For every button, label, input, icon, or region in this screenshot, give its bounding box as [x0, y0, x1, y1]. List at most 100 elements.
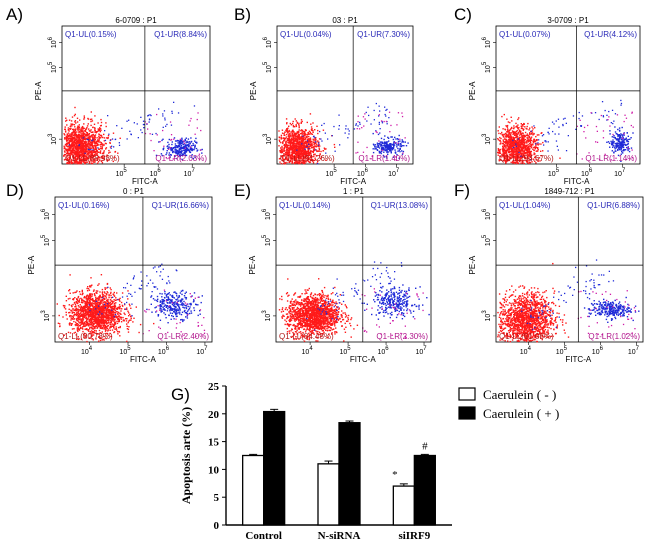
x-tick-label: 107: [196, 346, 208, 356]
x-tick-exponent: 7: [204, 346, 208, 352]
y-tick-label: 105: [263, 61, 273, 73]
quadrant-ll-label: Q1-LL(88.98%): [65, 154, 120, 163]
x-tick-exponent: 7: [423, 346, 427, 352]
y-tick-label: 103: [48, 133, 58, 145]
y-tick-label: 103: [262, 310, 272, 322]
x-tick-exponent: 6: [589, 168, 593, 174]
y-tick-group: 103: [482, 133, 492, 145]
x-tick-label: 106: [150, 168, 162, 178]
y-axis-label: PE-A: [468, 81, 477, 100]
bar: [242, 454, 265, 526]
y-tick-label: 25: [208, 381, 220, 393]
x-tick-label: 104: [81, 346, 93, 356]
y-tick-exponent: 6: [263, 36, 269, 40]
y-axis-label: PE-A: [249, 81, 258, 100]
bar: [263, 410, 286, 526]
y-axis-label-group: PE-A: [27, 255, 36, 274]
panel-label: F): [454, 181, 470, 200]
scatter-points: [56, 263, 206, 343]
y-axis-label-group: PE-A: [34, 81, 43, 100]
y-tick-group: 105: [41, 234, 51, 246]
quadrant-ul-label: Q1-UL(0.16%): [58, 201, 110, 210]
y-tick-label: 10: [208, 464, 220, 476]
x-tick-label: 104: [520, 346, 532, 356]
bar: [317, 463, 340, 526]
y-tick-group: 103: [262, 310, 272, 322]
x-axis-label: FITC-A: [130, 355, 156, 364]
x-tick-label: 106: [377, 346, 389, 356]
y-axis-label: Apoptosis arte (%): [179, 407, 193, 504]
y-axis-label: PE-A: [248, 255, 257, 274]
x-tick-label: 106: [357, 168, 369, 178]
y-tick-label: 106: [263, 36, 273, 48]
x-tick-exponent: 5: [556, 168, 560, 174]
x-tick-exponent: 4: [528, 346, 532, 352]
category-label: Control: [245, 530, 281, 542]
cytometry-panel: C) 3-0709 : P1 Q1-UL(0.07%) Q1-UR(4.12%) Q1-…: [454, 5, 641, 186]
x-tick-exponent: 6: [600, 346, 604, 352]
cytometry-panel: E) 1 : P1 Q1-UL(0.14%) Q1-UR(13.08%) Q1-LL(8…: [234, 181, 432, 364]
quadrant-ul-label: Q1-UL(1.04%): [499, 201, 551, 210]
quadrant-ur-label: Q1-UR(8.84%): [154, 30, 207, 39]
x-tick-label: 107: [184, 168, 196, 178]
y-axis-label-group: PE-A: [468, 255, 477, 274]
plot-frame: [54, 196, 213, 343]
x-tick-exponent: 5: [333, 168, 337, 174]
bar: [338, 422, 361, 526]
y-axis-label-group: Apoptosis arte (%): [179, 407, 193, 504]
y-tick-label: 106: [262, 208, 272, 220]
quadrant-lr-label: Q1-LR(2.30%): [376, 332, 428, 341]
bar: [413, 454, 436, 526]
x-tick-exponent: 7: [622, 168, 626, 174]
x-tick-exponent: 4: [89, 346, 93, 352]
y-tick-exponent: 6: [41, 208, 47, 212]
panel-label: D): [6, 181, 24, 200]
x-axis-label: FITC-A: [565, 355, 591, 364]
y-tick-label: 105: [48, 61, 58, 73]
x-tick-label: 105: [326, 168, 338, 178]
legend-swatch: [458, 406, 476, 420]
quadrant-ll-label: Q1-LL(94.67%): [499, 154, 554, 163]
y-tick-group: 106: [482, 36, 492, 48]
x-tick-exponent: 6: [385, 346, 389, 352]
y-tick-label: 105: [41, 234, 51, 246]
y-tick-label: 103: [482, 310, 492, 322]
y-tick-exponent: 6: [48, 36, 54, 40]
y-axis-label: PE-A: [34, 81, 43, 100]
y-tick-exponent: 5: [482, 61, 488, 65]
x-tick-exponent: 4: [309, 346, 313, 352]
significance-marker: *: [392, 469, 398, 481]
x-tick-exponent: 7: [636, 346, 640, 352]
cytometry-panel: F) 1849-712 : P1 Q1-UL(1.04%) Q1-UR(6.88%) Q…: [454, 181, 644, 364]
y-tick-label: 0: [214, 520, 220, 532]
flow-cytometry-panels: A) 6-0709 : P1 Q1-UL(0.15%) Q1-UR(8.84%) Q1-…: [6, 5, 644, 364]
bar-chart-g: G) 0 5 10 15 20 25 Apoptosis arte (%) Control N-s…: [171, 381, 559, 542]
y-tick-exponent: 6: [482, 208, 488, 212]
y-tick-group: 103: [482, 310, 492, 322]
y-tick-label: 5: [214, 492, 220, 504]
cytometry-panel: A) 6-0709 : P1 Q1-UL(0.15%) Q1-UR(8.84%) Q1-…: [6, 5, 211, 186]
x-tick-exponent: 6: [365, 168, 369, 174]
scatter-points: [278, 261, 430, 342]
y-tick-exponent: 6: [482, 36, 488, 40]
y-axis-label: PE-A: [468, 255, 477, 274]
scatter-points: [278, 102, 409, 165]
x-tick-exponent: 5: [127, 346, 131, 352]
y-tick-label: 103: [263, 133, 273, 145]
y-tick-exponent: 5: [41, 234, 47, 238]
y-tick-group: 103: [41, 310, 51, 322]
x-tick-label: 107: [415, 346, 427, 356]
y-tick-group: 106: [482, 208, 492, 220]
y-tick-label: 105: [482, 61, 492, 73]
y-tick-exponent: 5: [262, 234, 268, 238]
quadrant-ul-label: Q1-UL(0.04%): [280, 30, 332, 39]
panel-title: 1849-712 : P1: [544, 187, 595, 196]
y-tick-label: 106: [482, 208, 492, 220]
y-tick-exponent: 3: [262, 310, 268, 314]
category-label: siIRF9: [398, 530, 430, 542]
y-tick-group: 103: [263, 133, 273, 145]
quadrant-ur-label: Q1-UR(13.08%): [371, 201, 429, 210]
y-axis-label-group: PE-A: [248, 255, 257, 274]
y-tick-group: 106: [41, 208, 51, 220]
y-tick-exponent: 3: [482, 133, 488, 137]
